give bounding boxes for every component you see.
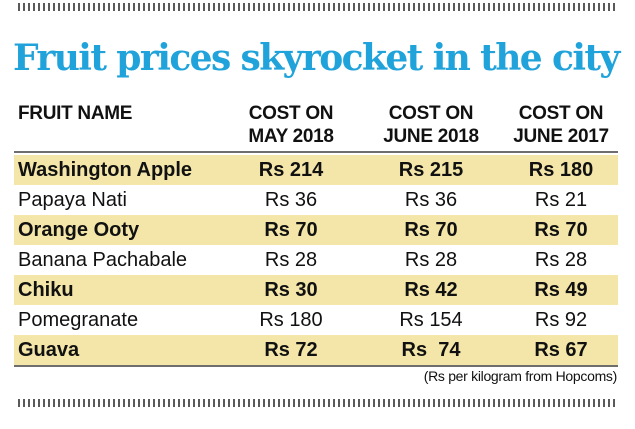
price-cell: Rs 70 (534, 219, 588, 241)
price-cell: Rs 70 (264, 219, 318, 241)
table-row: Guava Rs 72 Rs 74 Rs 67 (14, 335, 618, 365)
table-row: Orange Ooty Rs 70 Rs 70 Rs 70 (14, 215, 618, 245)
header-line: JUNE 2017 (513, 126, 609, 147)
price-cell: Rs 74 (401, 339, 461, 361)
footer-divider (14, 365, 618, 367)
header-cost-june-2018: COST ON JUNE 2018 (356, 102, 506, 148)
chart-title: Fruit prices skyrocket in the city (13, 37, 620, 79)
table-row: Banana Pachabale Rs 28 Rs 28 Rs 28 (14, 245, 618, 275)
fruit-name-cell: Orange Ooty (18, 219, 140, 241)
fruit-name-cell: Washington Apple (18, 159, 193, 181)
header-fruit-name: FRUIT NAME (18, 103, 133, 124)
price-cell: Rs 67 (534, 339, 588, 361)
fruit-name-cell: Guava (18, 339, 80, 361)
price-cell: Rs 92 (534, 309, 588, 331)
price-cell: Rs 180 (259, 309, 323, 331)
header-line: JUNE 2018 (383, 126, 479, 147)
header-cost-may-2018: COST ON MAY 2018 (216, 102, 366, 148)
fruit-name-cell: Papaya Nati (18, 189, 127, 211)
footnote: (Rs per kilogram from Hopcoms) (423, 368, 618, 384)
fruit-name-cell: Banana Pachabale (18, 249, 188, 271)
price-cell: Rs 28 (404, 249, 458, 271)
price-cell: Rs 36 (404, 189, 458, 211)
price-cell: Rs 154 (399, 309, 463, 331)
top-dashed-border (18, 3, 618, 11)
table-row: Pomegranate Rs 180 Rs 154 Rs 92 (14, 305, 618, 335)
header-line: MAY 2018 (248, 126, 334, 147)
price-cell: Rs 21 (534, 189, 588, 211)
fruit-name-cell: Chiku (18, 279, 74, 301)
price-cell: Rs 215 (398, 159, 464, 181)
header-cost-june-2017: COST ON JUNE 2017 (486, 102, 635, 148)
header-line: COST ON (518, 103, 604, 124)
table-row: Washington Apple Rs 214 Rs 215 Rs 180 (14, 155, 618, 185)
fruit-name-cell: Pomegranate (18, 309, 139, 331)
price-cell: Rs 42 (404, 279, 458, 301)
price-cell: Rs 28 (534, 249, 588, 271)
bottom-dashed-border (18, 399, 618, 407)
price-cell: Rs 214 (258, 159, 324, 181)
header-line: COST ON (388, 103, 474, 124)
price-cell: Rs 36 (264, 189, 318, 211)
price-cell: Rs 30 (264, 279, 318, 301)
price-cell: Rs 180 (528, 159, 594, 181)
price-cell: Rs 49 (534, 279, 588, 301)
price-cell: Rs 72 (264, 339, 318, 361)
price-cell: Rs 28 (264, 249, 318, 271)
table-row: Chiku Rs 30 Rs 42 Rs 49 (14, 275, 618, 305)
header-line: COST ON (248, 103, 334, 124)
price-table: Washington Apple Rs 214 Rs 215 Rs 180 Papaya… (14, 155, 618, 365)
table-row: Papaya Nati Rs 36 Rs 36 Rs 21 (14, 185, 618, 215)
header-divider (14, 151, 618, 153)
price-cell: Rs 70 (404, 219, 458, 241)
